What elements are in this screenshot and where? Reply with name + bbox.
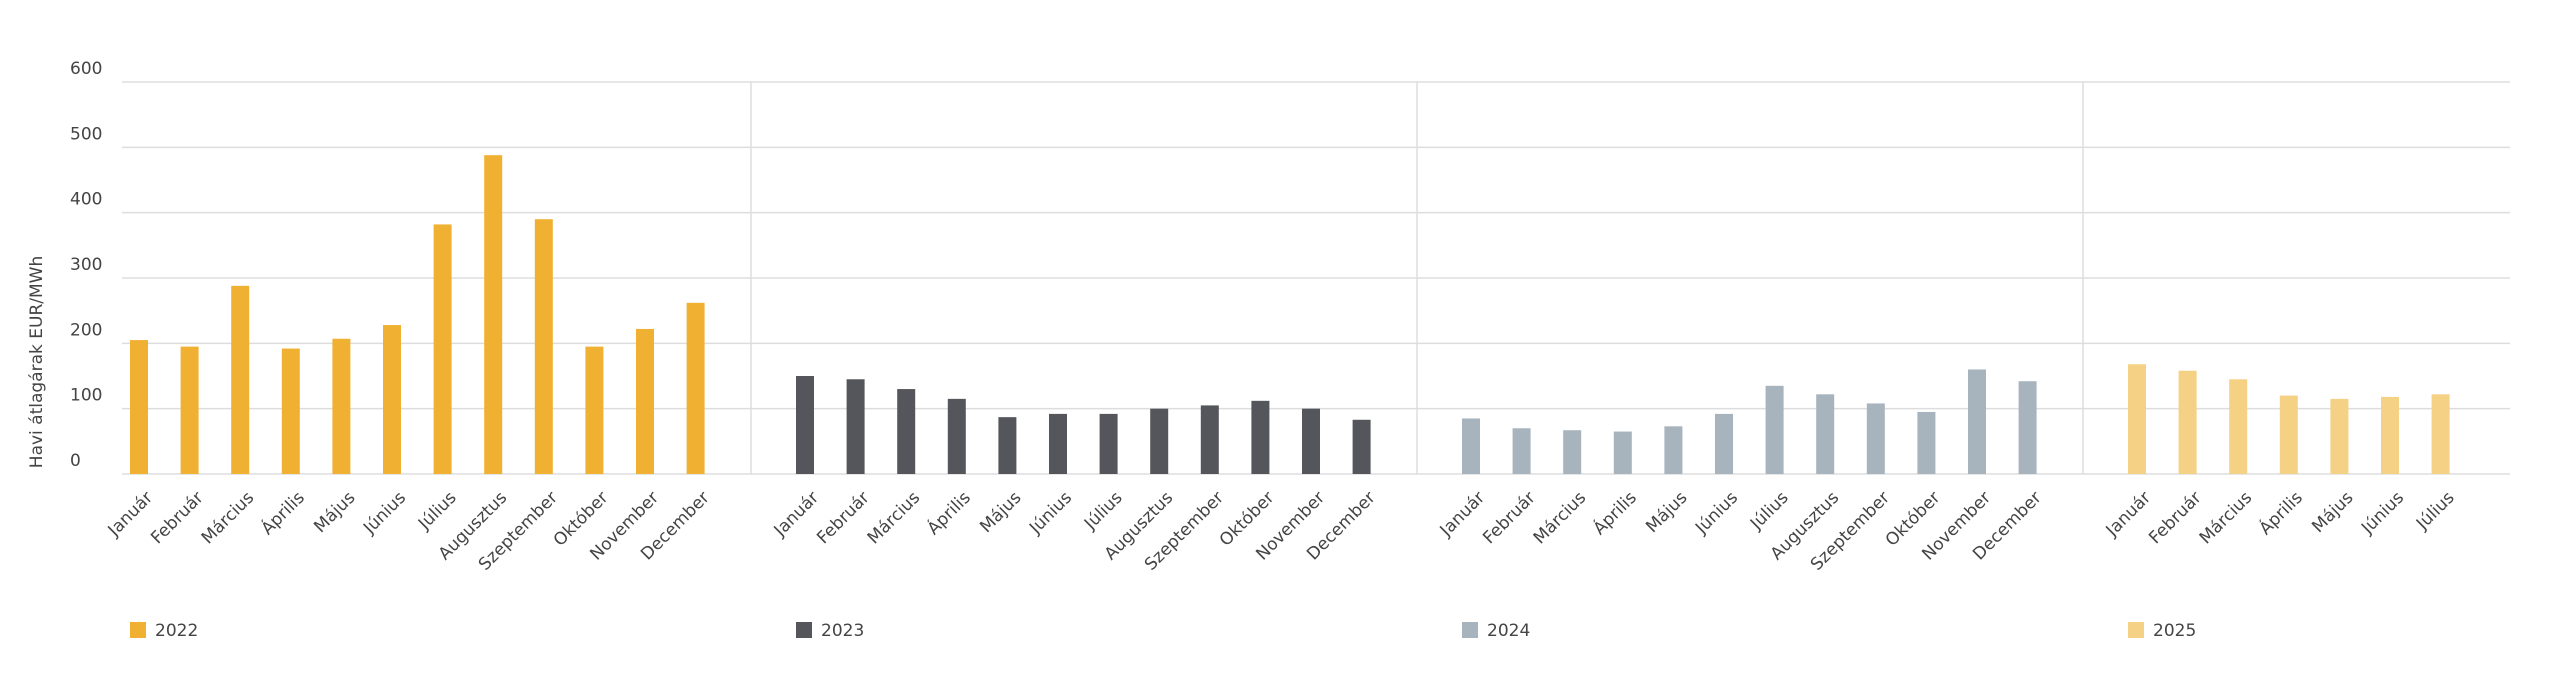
bar (897, 389, 916, 474)
bar (585, 346, 604, 474)
legend-label: 2022 (155, 621, 198, 641)
x-tick-label: Március (1530, 488, 1590, 548)
legend-swatch (130, 622, 146, 638)
bar (2229, 379, 2248, 474)
bar (1816, 394, 1835, 474)
bar (1563, 430, 1582, 474)
x-tick-label: Április (2254, 486, 2307, 539)
bar (332, 338, 351, 474)
bar (2018, 381, 2037, 474)
bar (796, 376, 814, 474)
bar (1512, 428, 1531, 474)
x-tick-label: Február (2145, 488, 2205, 548)
x-tick-label: Május (1642, 488, 1691, 537)
bar (1664, 426, 1683, 474)
bar (1613, 431, 1632, 474)
bar (130, 340, 148, 474)
x-tick-label: Március (2196, 488, 2256, 548)
x-tick-label: Július (1746, 488, 1793, 535)
bar (686, 302, 705, 474)
x-tick-label: Április (1588, 486, 1641, 539)
y-tick-label: 300 (70, 255, 102, 275)
bar (1462, 418, 1480, 474)
bar (947, 398, 966, 474)
x-tick-label: Július (1080, 488, 1127, 535)
x-tick-label: Április (256, 486, 309, 539)
y-tick-label: 100 (70, 386, 102, 406)
x-tick-label: Május (2308, 488, 2357, 537)
bar (231, 285, 250, 474)
bar (534, 219, 553, 474)
bar (1968, 369, 1986, 474)
legend-swatch (1462, 622, 1478, 638)
y-axis-label: Havi átlagárak EUR/MWh (27, 256, 47, 468)
x-tick-label: Június (2357, 488, 2408, 539)
bar (2381, 396, 2399, 474)
x-tick-label: Június (359, 488, 410, 539)
bar (846, 379, 865, 474)
bar (383, 325, 401, 474)
bar (636, 328, 654, 474)
x-tick-label: Február (1479, 488, 1539, 548)
bar (1150, 408, 1169, 474)
bar (1302, 408, 1320, 474)
bar (433, 224, 452, 474)
bar (1099, 413, 1118, 474)
x-tick-label: Július (414, 488, 461, 535)
bar (180, 346, 199, 474)
x-tick-label: Június (1025, 488, 1076, 539)
bar (2431, 394, 2450, 474)
bar (2128, 364, 2146, 474)
legend-label: 2024 (1487, 621, 1530, 641)
legend-label: 2025 (2153, 621, 2196, 641)
x-tick-label: Április (922, 486, 975, 539)
bar (281, 348, 300, 474)
legend-label: 2023 (821, 621, 864, 641)
bar (1200, 405, 1219, 474)
x-tick-label: Március (198, 488, 258, 548)
bar (484, 155, 503, 474)
y-tick-label: 600 (70, 59, 102, 79)
bar (1251, 400, 1270, 474)
y-tick-label: 0 (70, 451, 81, 471)
bar (1866, 403, 1885, 474)
legend-swatch (2128, 622, 2144, 638)
x-tick-label: Május (310, 488, 359, 537)
bar (1352, 419, 1371, 474)
bar (2178, 370, 2197, 474)
x-tick-label: Február (813, 488, 873, 548)
bar (1715, 413, 1733, 474)
y-tick-label: 500 (70, 124, 102, 144)
bar (1917, 411, 1936, 474)
x-tick-label: Június (1691, 488, 1742, 539)
x-tick-label: Február (147, 488, 207, 548)
legend-swatch (796, 622, 812, 638)
y-tick-label: 400 (70, 190, 102, 210)
x-tick-label: Július (2412, 488, 2459, 535)
x-tick-label: Március (864, 488, 924, 548)
bar (2330, 398, 2349, 474)
bar (998, 417, 1017, 474)
y-tick-label: 200 (70, 320, 102, 340)
x-tick-label: Május (976, 488, 1025, 537)
bar (1049, 413, 1067, 474)
bar (2279, 395, 2298, 474)
bar (1765, 385, 1784, 474)
